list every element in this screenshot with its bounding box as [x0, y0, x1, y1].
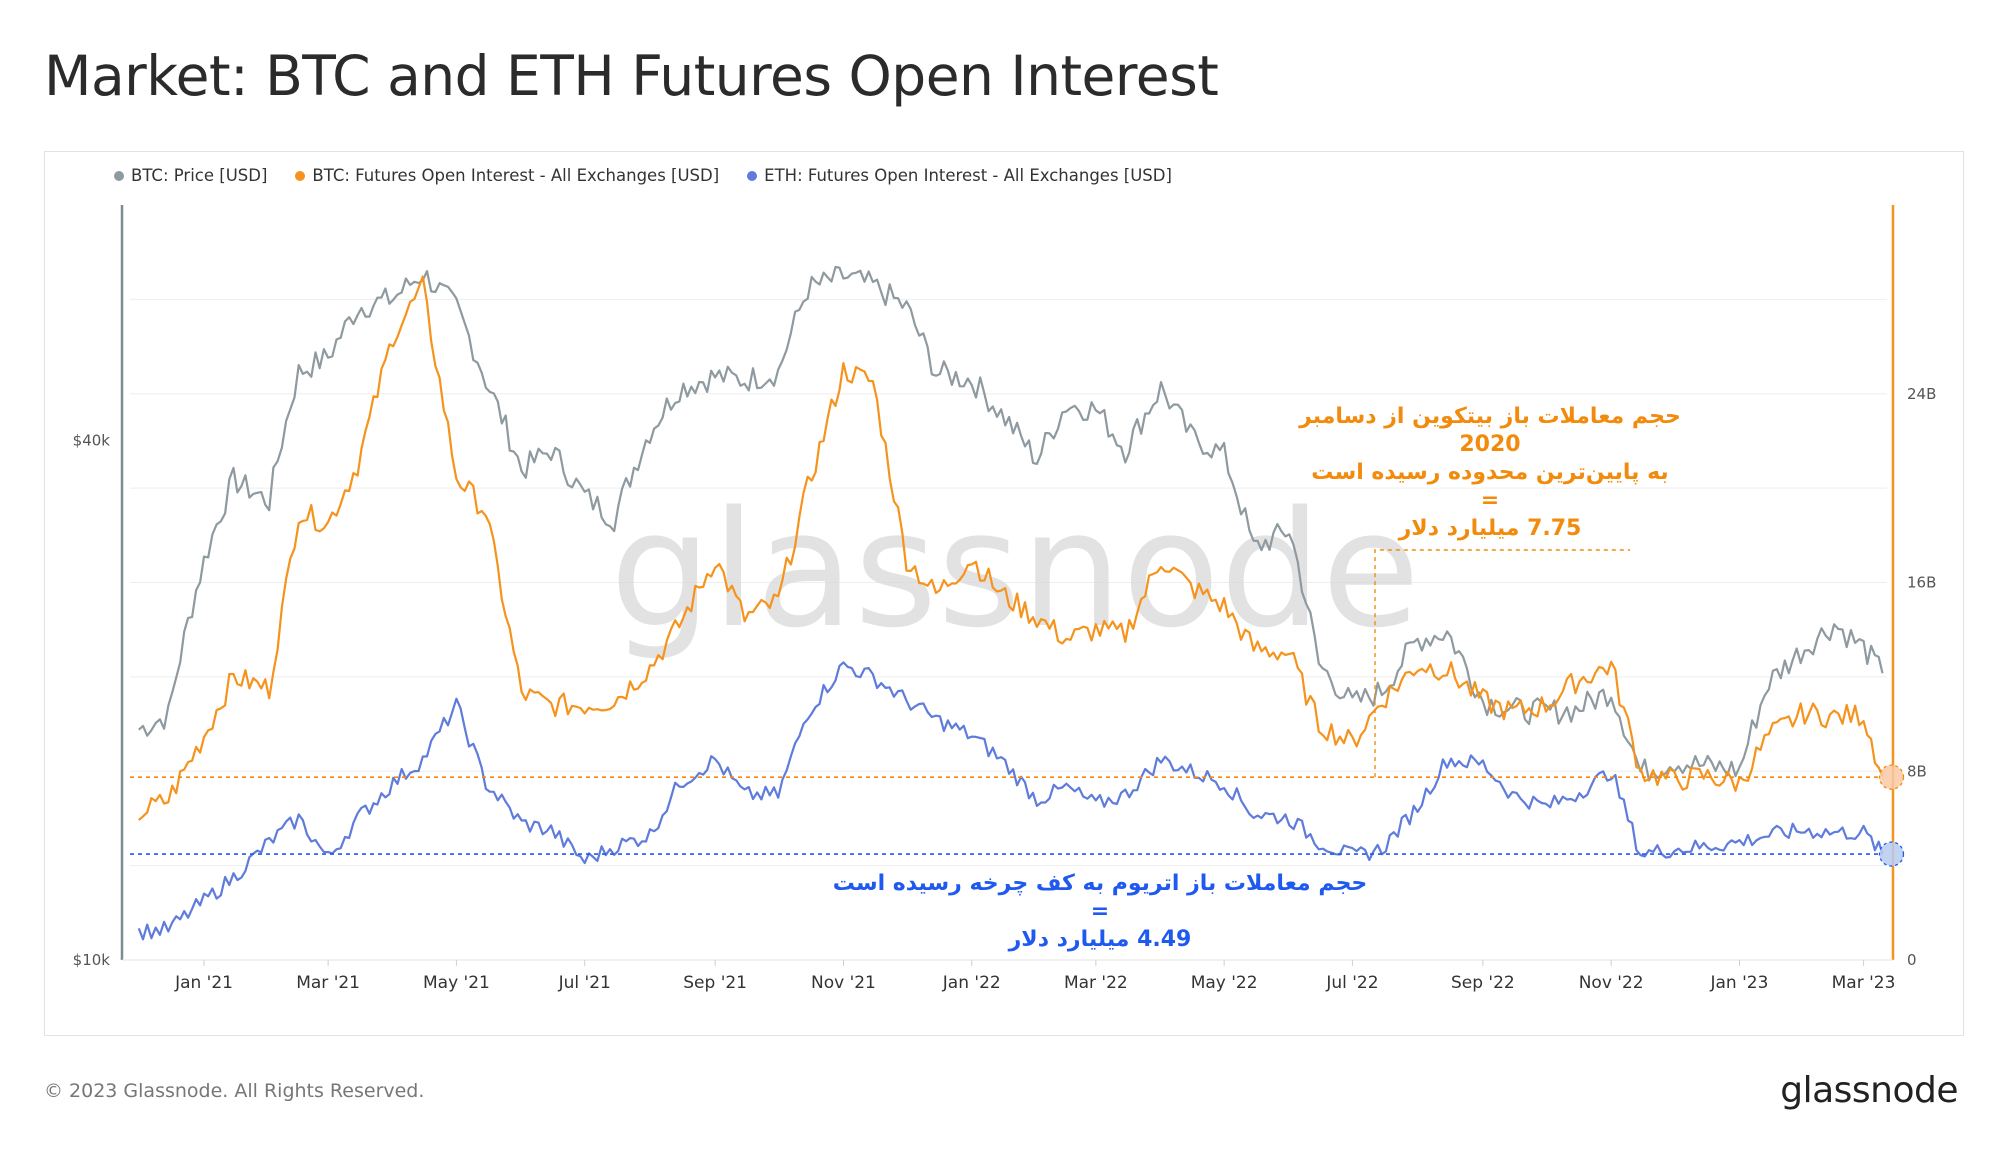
btc-annotation-line: 2020	[1459, 432, 1521, 457]
btc-oi-annotation: حجم معاملات باز بیتکوین از دسامبر 2020 ب…	[1290, 403, 1690, 543]
btc-annotation-line: به پایین‌ترین محدوده رسیده است	[1311, 460, 1669, 485]
legend-dot-btc-price	[114, 170, 124, 181]
chart-frame	[44, 151, 1964, 1036]
eth-annotation-line: =	[1090, 899, 1110, 924]
watermark: glassnode	[610, 476, 1420, 663]
legend-dot-eth-oi	[747, 170, 758, 181]
x-tick-label: May '21	[423, 973, 490, 993]
marker-layer	[1878, 764, 1905, 867]
eth-oi-low-marker	[1878, 841, 1905, 867]
eth-annotation-line: حجم معاملات باز اتریوم به کف چرخه رسیده …	[832, 871, 1368, 896]
x-tick-label: Jul '21	[558, 973, 611, 993]
axes-layer	[120, 205, 1895, 961]
legend-label-btc-price: BTC: Price [USD]	[131, 166, 268, 185]
y-right-tick-label: 8B	[1907, 762, 1927, 780]
series-line-eth-oi	[137, 661, 1884, 941]
x-tick-label: Jan '23	[1709, 973, 1768, 993]
legend-dot-btc-oi	[295, 170, 306, 181]
btc-annotation-line: حجم معاملات باز بیتکوین از دسامبر	[1299, 404, 1681, 429]
tick-layer: Jan '21 Mar '21 May '21 Jul '21 Sep '21 Nov '…	[73, 385, 1937, 993]
series-layer	[137, 265, 1884, 941]
y-right-tick-label: 16B	[1907, 574, 1936, 592]
legend-label-eth-oi: ETH: Futures Open Interest - All Exchang…	[764, 166, 1172, 185]
footer-logo: glassnode	[1780, 1070, 1958, 1111]
x-tick-label: Sep '21	[683, 973, 747, 993]
y-right-tick-label: 0	[1907, 951, 1917, 969]
btc-annotation-line: 7.75 میلیارد دلار	[1398, 516, 1582, 541]
x-tick-label: May '22	[1191, 973, 1258, 993]
reference-layer	[130, 549, 1883, 855]
eth-annotation-line: 4.49 میلیارد دلار	[1008, 927, 1192, 952]
legend-item-btc-oi[interactable]: BTC: Futures Open Interest - All Exchang…	[295, 166, 719, 185]
legend-item-btc-price[interactable]: BTC: Price [USD]	[114, 166, 267, 185]
x-tick-label: Nov '21	[811, 973, 876, 993]
legend-item-eth-oi[interactable]: ETH: Futures Open Interest - All Exchang…	[747, 166, 1172, 185]
chart-legend: BTC: Price [USD] BTC: Futures Open Inter…	[114, 166, 1172, 185]
btc-annotation-connector	[1374, 549, 1630, 778]
btc-annotation-line: =	[1480, 488, 1500, 513]
x-tick-label: Nov '22	[1579, 973, 1644, 993]
legend-label-btc-oi: BTC: Futures Open Interest - All Exchang…	[312, 166, 720, 185]
series-line-btc-oi	[138, 275, 1884, 821]
series-line-btc-price	[138, 265, 1884, 782]
y-right-tick-label: 24B	[1907, 385, 1936, 403]
x-tick-label: Mar '21	[296, 973, 360, 993]
x-tick-label: Jul '22	[1325, 973, 1378, 993]
y-left-tick-label: $10k	[73, 951, 111, 969]
y-left-tick-label: $40k	[73, 432, 111, 450]
eth-oi-annotation: حجم معاملات باز اتریوم به کف چرخه رسیده …	[820, 870, 1380, 954]
footer-copyright: © 2023 Glassnode. All Rights Reserved.	[44, 1080, 425, 1102]
x-tick-label: Mar '23	[1832, 973, 1896, 993]
x-tick-label: Mar '22	[1064, 973, 1128, 993]
btc-oi-low-marker	[1878, 764, 1905, 790]
x-tick-label: Jan '22	[942, 973, 1001, 993]
page-title: Market: BTC and ETH Futures Open Interes…	[44, 44, 1219, 108]
x-tick-label: Sep '22	[1451, 973, 1515, 993]
x-tick-label: Jan '21	[174, 973, 233, 993]
